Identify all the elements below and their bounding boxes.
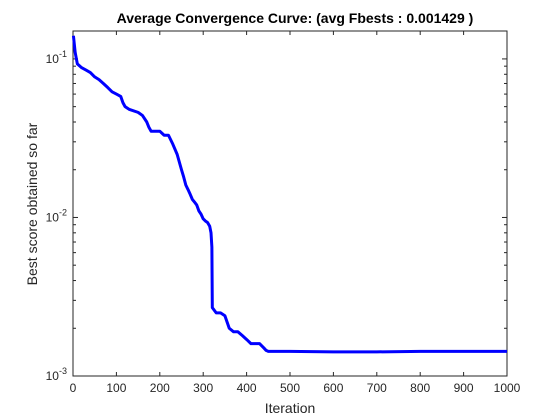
- x-tick-label: 100: [106, 381, 126, 395]
- y-tick-label-exponent: -2: [59, 207, 67, 217]
- y-tick-label: 10-1: [46, 49, 67, 66]
- y-axis-label: Best score obtained so far: [24, 122, 40, 285]
- plot-area: [72, 30, 508, 377]
- y-tick-label-base: 10: [46, 210, 60, 224]
- x-axis-ticks: 0 100 200 300 400 500 600 700 800 900 1000: [70, 31, 521, 395]
- x-tick-label: 1000: [494, 381, 521, 395]
- y-tick-label: 10-2: [46, 207, 67, 224]
- x-tick-label: 300: [193, 381, 213, 395]
- x-tick-label: 0: [70, 381, 77, 395]
- y-tick-label-exponent: -1: [59, 49, 67, 59]
- x-tick-label: 800: [410, 381, 430, 395]
- x-tick-label: 500: [280, 381, 300, 395]
- x-tick-label: 200: [150, 381, 170, 395]
- y-tick-label: 10-3: [46, 366, 67, 383]
- chart-title: Average Convergence Curve: (avg Fbests :…: [117, 10, 474, 26]
- x-tick-label: 700: [367, 381, 387, 395]
- y-tick-label-base: 10: [46, 369, 60, 383]
- y-tick-label-exponent: -3: [59, 366, 67, 376]
- x-axis-label: Iteration: [265, 400, 316, 416]
- y-tick-label-base: 10: [46, 52, 60, 66]
- x-tick-label: 400: [237, 381, 257, 395]
- x-tick-label: 600: [323, 381, 343, 395]
- x-tick-label: 900: [454, 381, 474, 395]
- convergence-series-line: [71, 35, 507, 354]
- y-axis-ticks: 10-310-210-1: [46, 49, 507, 383]
